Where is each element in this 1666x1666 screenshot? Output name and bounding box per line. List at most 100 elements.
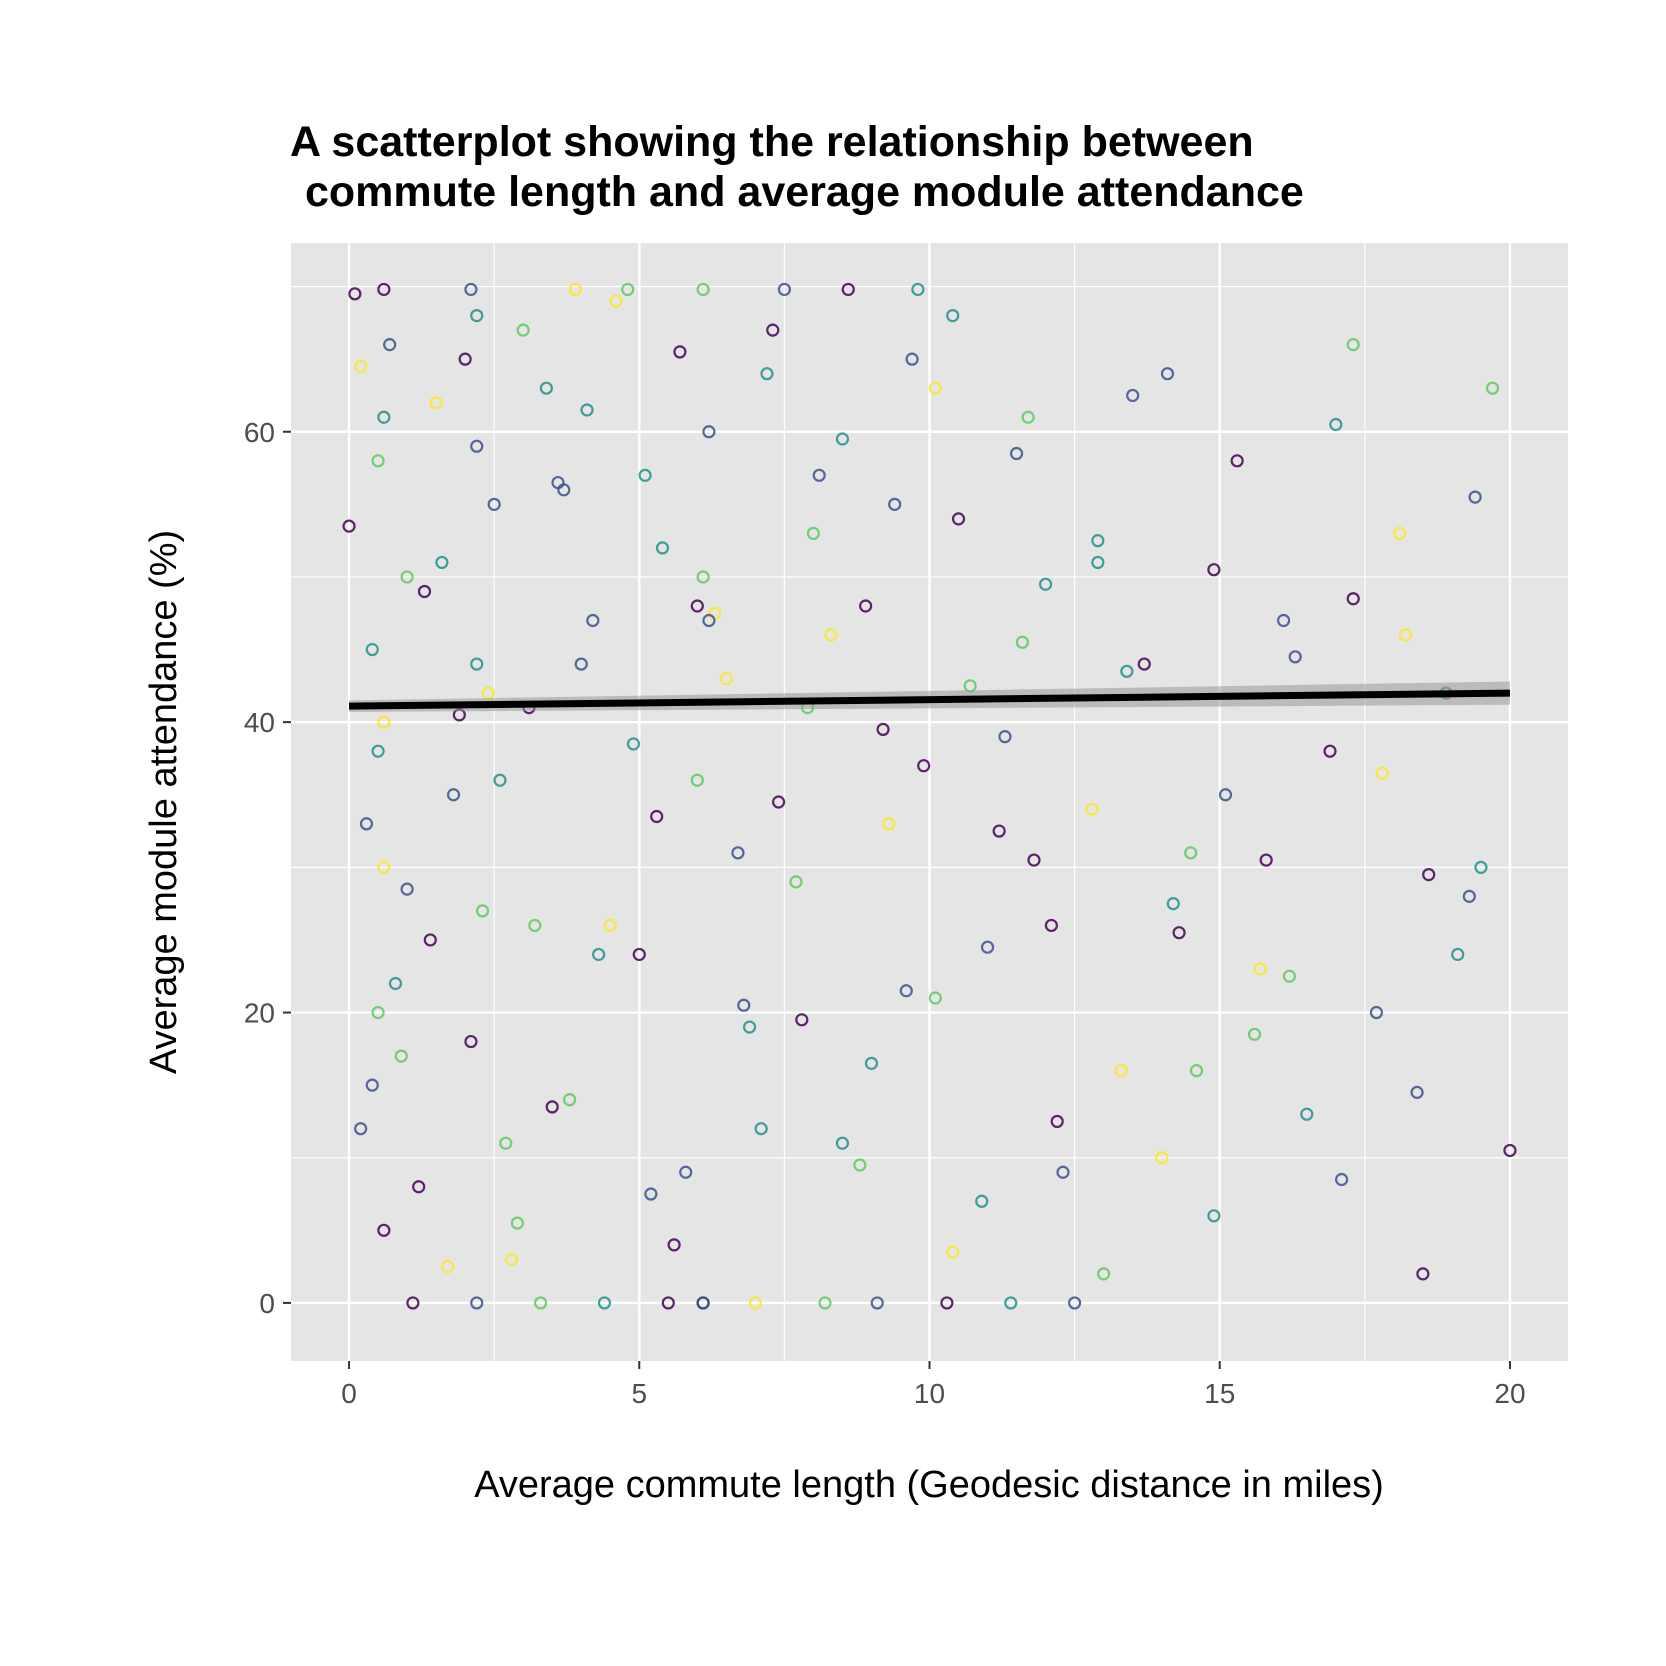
data-point	[696, 570, 710, 584]
data-point	[371, 744, 385, 758]
data-point	[696, 1296, 710, 1310]
data-point	[1207, 563, 1221, 577]
data-point	[655, 541, 670, 555]
data-point	[1184, 846, 1198, 860]
data-point	[603, 918, 617, 933]
data-point	[824, 628, 838, 642]
x-axis: 0 5 10 15 20	[341, 1361, 1526, 1409]
data-point	[365, 1078, 379, 1092]
data-point	[812, 468, 826, 482]
data-point	[1021, 410, 1035, 424]
data-point	[580, 403, 594, 417]
y-tick-label: 60	[244, 417, 275, 448]
data-point	[771, 795, 786, 809]
data-point	[1097, 1267, 1111, 1281]
data-point	[377, 1223, 391, 1237]
data-point	[1155, 1151, 1169, 1165]
data-point	[870, 1296, 884, 1310]
data-point	[818, 1296, 832, 1310]
data-point	[1015, 635, 1029, 649]
data-point	[661, 1296, 675, 1310]
data-point	[638, 468, 652, 482]
data-point	[1218, 788, 1233, 802]
data-point	[563, 1093, 577, 1107]
data-point	[423, 933, 437, 947]
data-point	[365, 642, 379, 657]
data-point	[1247, 1027, 1262, 1041]
data-point	[742, 1020, 757, 1034]
data-point	[592, 947, 606, 962]
data-point	[464, 1034, 478, 1049]
data-point	[1410, 1085, 1424, 1099]
data-point	[1503, 1143, 1517, 1158]
x-tick-label: 5	[631, 1378, 647, 1409]
data-point	[917, 759, 931, 773]
data-point	[760, 367, 774, 381]
data-point	[859, 599, 873, 613]
x-tick-label: 20	[1494, 1378, 1525, 1409]
data-point	[1230, 454, 1244, 468]
data-point	[1085, 802, 1099, 816]
data-point	[1300, 1107, 1314, 1121]
data-point	[516, 323, 530, 337]
data-point	[621, 282, 635, 297]
data-point	[777, 282, 791, 297]
data-point	[354, 359, 368, 374]
x-tick-label: 0	[341, 1378, 357, 1409]
data-point	[377, 715, 391, 729]
data-point	[1004, 1296, 1018, 1310]
data-point	[1276, 613, 1291, 628]
data-point	[499, 1136, 513, 1150]
data-point	[1253, 962, 1267, 976]
data-point	[557, 483, 571, 497]
data-point	[1068, 1296, 1082, 1310]
data-point	[940, 1296, 954, 1310]
data-point	[586, 613, 600, 628]
y-tick-label: 20	[244, 998, 275, 1029]
data-point	[342, 519, 356, 533]
data-point	[1120, 664, 1134, 678]
data-point	[348, 287, 362, 301]
data-point	[905, 352, 919, 366]
data-point	[876, 722, 890, 737]
data-point	[400, 570, 414, 584]
data-point	[371, 1005, 385, 1020]
data-point	[626, 737, 641, 751]
data-point	[690, 599, 704, 613]
data-point	[1172, 926, 1186, 940]
data-point	[1323, 744, 1337, 758]
data-point	[1166, 897, 1180, 911]
data-point	[377, 410, 391, 424]
y-tick-label: 40	[244, 707, 275, 738]
data-point	[702, 613, 716, 628]
data-point	[528, 918, 542, 933]
data-point	[1398, 628, 1413, 642]
data-point	[650, 809, 664, 824]
data-point	[795, 1013, 809, 1027]
data-point	[1207, 1209, 1221, 1223]
data-point	[377, 282, 391, 297]
data-point	[835, 1136, 850, 1150]
data-point	[568, 282, 583, 297]
data-point	[464, 282, 478, 297]
data-point	[539, 381, 554, 395]
data-point	[429, 396, 443, 410]
data-point	[1346, 592, 1360, 606]
major-gridlines	[291, 243, 1568, 1361]
data-point	[1137, 657, 1151, 671]
data-point	[1009, 446, 1024, 461]
data-point	[1346, 338, 1360, 352]
data-point	[853, 1158, 867, 1172]
data-point	[835, 432, 850, 446]
data-point	[766, 323, 780, 337]
data-point	[371, 454, 385, 468]
data-point	[470, 308, 484, 323]
data-point	[597, 1296, 612, 1310]
data-point	[667, 1238, 681, 1252]
data-point	[731, 846, 745, 860]
data-point	[487, 497, 501, 511]
data-point	[980, 940, 995, 954]
data-point	[574, 657, 588, 671]
data-point	[882, 817, 896, 831]
